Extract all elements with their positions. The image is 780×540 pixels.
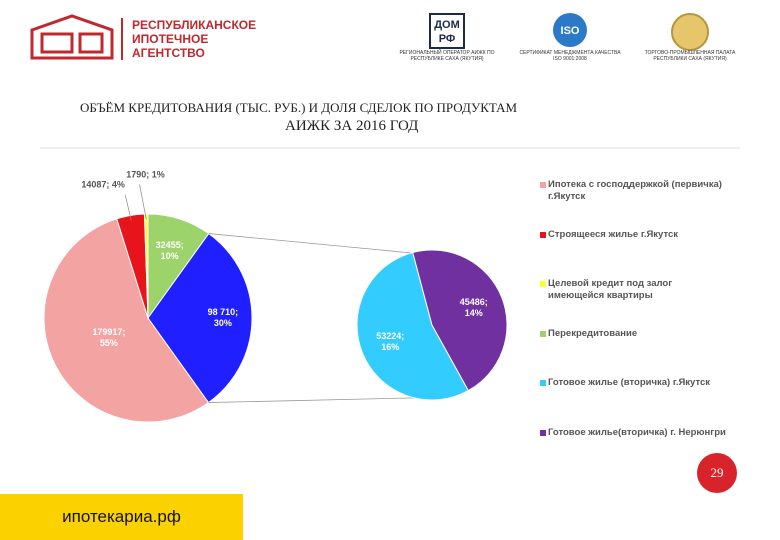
legend-swatch <box>540 281 546 287</box>
legend-entry: Ипотека с господдержкой (первичка) г.Яку… <box>548 179 722 202</box>
footer: ипотекариа.рф <box>0 494 243 540</box>
data-label: 32455; 10% <box>155 239 184 261</box>
chart <box>43 184 508 423</box>
legend-swatch <box>540 380 546 386</box>
dom-logo <box>429 13 465 49</box>
legend-swatch <box>540 182 546 188</box>
data-label: 179917; 55% <box>92 326 126 348</box>
iso-mark: ISO <box>561 25 580 37</box>
chart-title: ОБЪЁМ КРЕДИТОВАНИЯ (ТЫС. РУБ.) И ДОЛЯ СД… <box>80 100 518 115</box>
logo-caption: СЕРТИФИКАТ МЕНЕДЖМЕНТА КАЧЕСТВА ISO 9001… <box>519 50 621 62</box>
leader-line <box>139 184 147 220</box>
chamber-logo <box>671 13 709 51</box>
logo-caption: ТОРГОВО-ПРОМЫШЛЕННАЯ ПАЛАТА РЕСПУБЛИКИ С… <box>644 50 736 62</box>
leader-line <box>124 194 132 221</box>
combined-label: 98 710; 30% <box>207 307 239 329</box>
legend-entry: Целевой кредит под залог имеющейся кварт… <box>548 278 673 301</box>
legend-entry: Готовое жилье(вторичка) г. Нерюнгри <box>548 426 726 438</box>
data-label: 14087; 4% <box>81 179 125 190</box>
pie-slice <box>43 218 210 423</box>
legend-swatch <box>540 429 546 436</box>
iso-logo <box>553 13 587 47</box>
legend-entry: Готовое жилье (вторичка) г.Якутск <box>548 377 711 388</box>
connector <box>208 233 413 254</box>
legend-swatch <box>540 330 546 337</box>
data-label: 53224; 16% <box>376 330 405 352</box>
data-label: 45486; 14% <box>459 297 488 319</box>
legend-entry: Перекредитование <box>548 327 638 339</box>
data-label: 1790; 1% <box>126 169 165 179</box>
logo-caption: РЕГИОНАЛЬНЫЙ ОПЕРАТОР АИЖК ПО РЕСПУБЛИКЕ… <box>399 50 495 62</box>
pie-slice <box>356 251 470 401</box>
legend-swatch <box>540 231 546 238</box>
agency-name: РЕСПУБЛИКАНСКОЕ ИПОТЕЧНОЕ АГЕНТСТВО <box>132 18 257 60</box>
legend-entry: Строящееся жилье г.Якутск <box>548 228 679 240</box>
page-number: 29 <box>711 465 724 480</box>
rf-mark: РФ <box>439 33 456 45</box>
dom-mark: ДОМ <box>434 19 460 31</box>
chart-subtitle: АИЖК ЗА 2016 ГОД <box>285 118 419 134</box>
combined-slice <box>147 232 253 404</box>
page-number-badge <box>697 453 737 493</box>
agency-logo <box>30 14 114 60</box>
pie-slice <box>412 249 508 392</box>
